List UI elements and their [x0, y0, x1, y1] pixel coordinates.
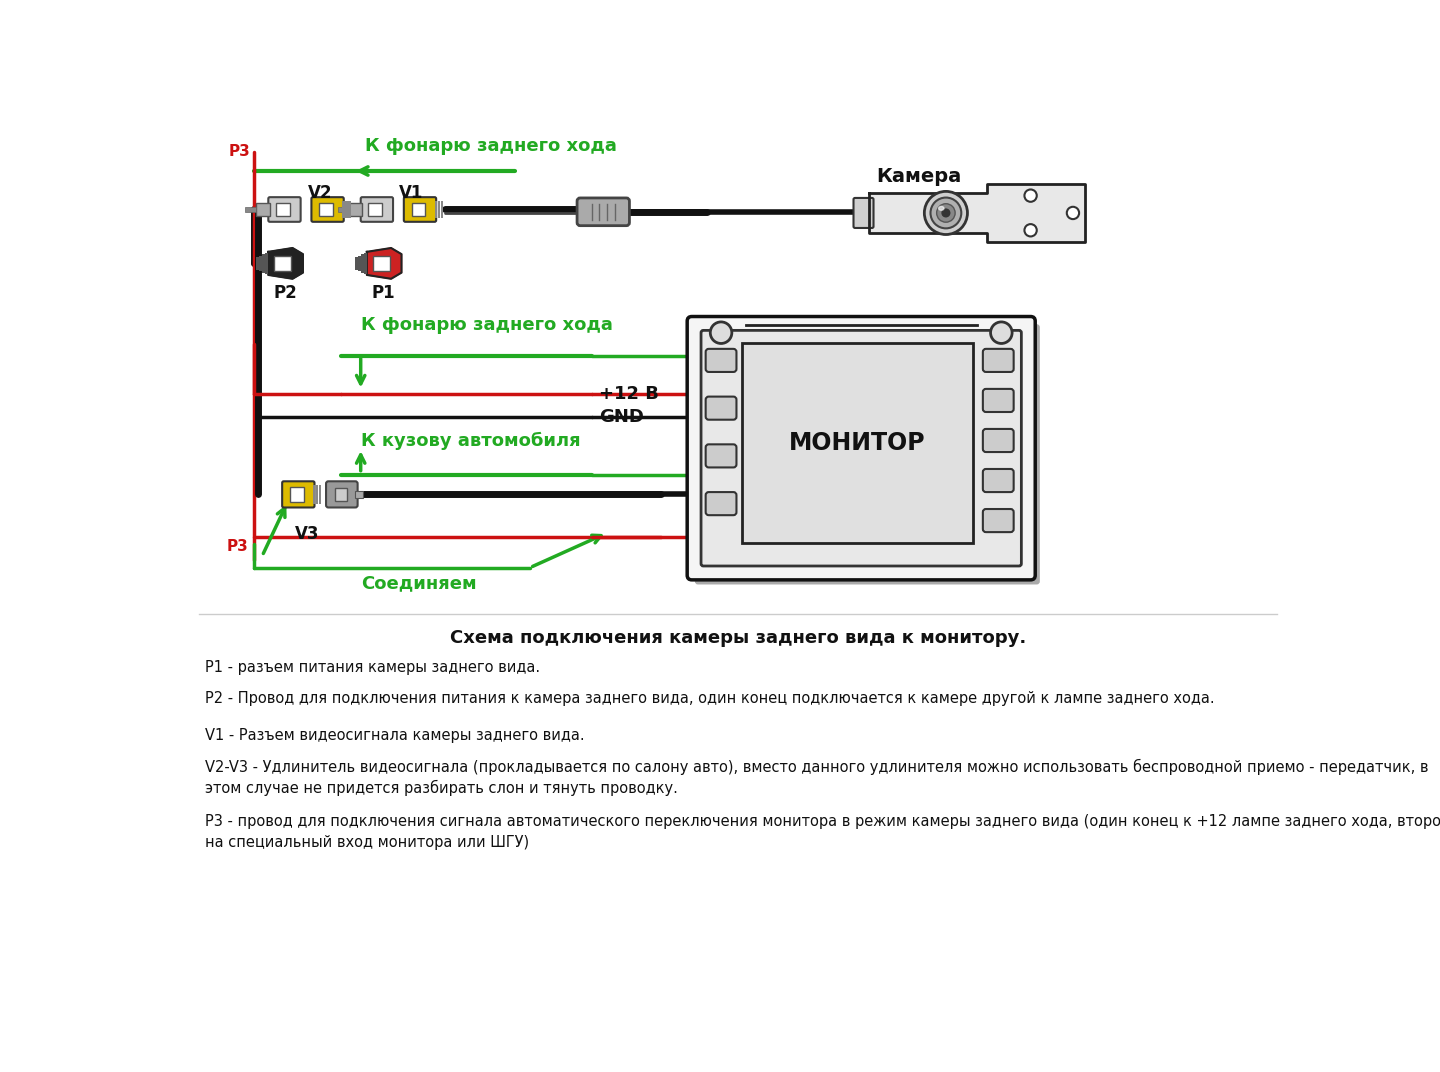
Circle shape [1067, 207, 1079, 219]
Text: P2 - Провод для подключения питания к камера заднего вида, один конец подключает: P2 - Провод для подключения питания к ка… [204, 690, 1215, 705]
Bar [259, 256, 262, 271]
Circle shape [942, 209, 950, 217]
Circle shape [1024, 190, 1037, 202]
Text: К кузову автомобиля: К кузову автомобиля [360, 431, 580, 449]
FancyBboxPatch shape [984, 429, 1014, 452]
Circle shape [991, 322, 1012, 343]
Text: этом случае не придется разбирать слон и тянуть проводку.: этом случае не придется разбирать слон и… [204, 780, 678, 796]
Bar [245, 207, 256, 212]
Bar [275, 256, 291, 271]
Text: P2: P2 [274, 284, 297, 302]
Bar [412, 203, 425, 217]
Text: GND: GND [599, 408, 644, 427]
FancyBboxPatch shape [282, 481, 314, 507]
Bar [343, 202, 344, 218]
Bar [441, 202, 444, 218]
Text: P3 - провод для подключения сигнала автоматического переключения монитора в режи: P3 - провод для подключения сигнала авто… [204, 814, 1440, 829]
Bar [276, 203, 289, 217]
Circle shape [1024, 224, 1037, 237]
FancyBboxPatch shape [706, 397, 736, 420]
Bar [337, 207, 348, 212]
Bar [364, 253, 367, 274]
Text: V2: V2 [308, 184, 333, 203]
Text: К фонарю заднего хода: К фонарю заднего хода [360, 316, 612, 334]
FancyBboxPatch shape [984, 389, 1014, 412]
Text: P3: P3 [229, 145, 251, 160]
Bar [334, 488, 347, 501]
Text: +12 В: +12 В [599, 385, 660, 403]
Text: P1 - разъем питания камеры заднего вида.: P1 - разъем питания камеры заднего вида. [204, 660, 540, 675]
FancyBboxPatch shape [403, 197, 436, 222]
Bar [354, 257, 357, 269]
FancyBboxPatch shape [325, 481, 357, 507]
FancyBboxPatch shape [706, 444, 736, 467]
Text: Камера: Камера [877, 167, 962, 185]
Circle shape [936, 204, 955, 222]
Bar [320, 203, 333, 217]
FancyBboxPatch shape [984, 348, 1014, 372]
Text: Соединяем: Соединяем [360, 574, 477, 592]
Polygon shape [268, 248, 302, 279]
Circle shape [930, 197, 962, 228]
FancyBboxPatch shape [311, 197, 344, 222]
Bar [256, 204, 269, 215]
Bar [348, 202, 351, 218]
FancyBboxPatch shape [696, 324, 1040, 584]
Bar [320, 486, 321, 504]
FancyBboxPatch shape [706, 492, 736, 516]
Bar [438, 202, 441, 218]
FancyBboxPatch shape [701, 330, 1021, 566]
Bar [357, 256, 360, 271]
Bar [289, 487, 304, 502]
Text: V1: V1 [399, 184, 423, 203]
Bar [348, 204, 363, 215]
Text: V1 - Разъем видеосигнала камеры заднего вида.: V1 - Разъем видеосигнала камеры заднего … [204, 728, 585, 743]
Text: Схема подключения камеры заднего вида к монитору.: Схема подключения камеры заднего вида к … [449, 629, 1027, 647]
Bar [369, 203, 382, 217]
FancyBboxPatch shape [706, 348, 736, 372]
Text: на специальный вход монитора или ШГУ): на специальный вход монитора или ШГУ) [204, 835, 530, 850]
Polygon shape [868, 184, 1084, 242]
Text: V3: V3 [295, 525, 320, 544]
Text: МОНИТОР: МОНИТОР [789, 431, 926, 455]
Bar [256, 257, 259, 269]
FancyBboxPatch shape [577, 198, 629, 226]
Bar [315, 486, 318, 504]
Bar [742, 343, 973, 542]
Bar [373, 256, 390, 271]
Text: P1: P1 [372, 284, 396, 302]
FancyBboxPatch shape [268, 197, 301, 222]
Text: К фонарю заднего хода: К фонарю заднего хода [364, 136, 616, 154]
FancyBboxPatch shape [687, 316, 1035, 580]
Circle shape [924, 192, 968, 235]
Bar [356, 491, 363, 498]
FancyBboxPatch shape [984, 509, 1014, 532]
FancyBboxPatch shape [360, 197, 393, 222]
Bar [360, 254, 364, 272]
Bar [262, 254, 265, 272]
Text: V2-V3 - Удлинитель видеосигнала (прокладывается по салону авто), вместо данного : V2-V3 - Удлинитель видеосигнала (проклад… [204, 759, 1428, 775]
Bar [435, 202, 436, 218]
FancyBboxPatch shape [854, 198, 874, 228]
Polygon shape [367, 248, 402, 279]
Bar [346, 202, 347, 218]
Text: P3: P3 [226, 539, 248, 554]
Bar [312, 486, 315, 504]
Ellipse shape [939, 207, 945, 210]
FancyBboxPatch shape [984, 468, 1014, 492]
Circle shape [710, 322, 732, 343]
Bar [265, 253, 268, 274]
